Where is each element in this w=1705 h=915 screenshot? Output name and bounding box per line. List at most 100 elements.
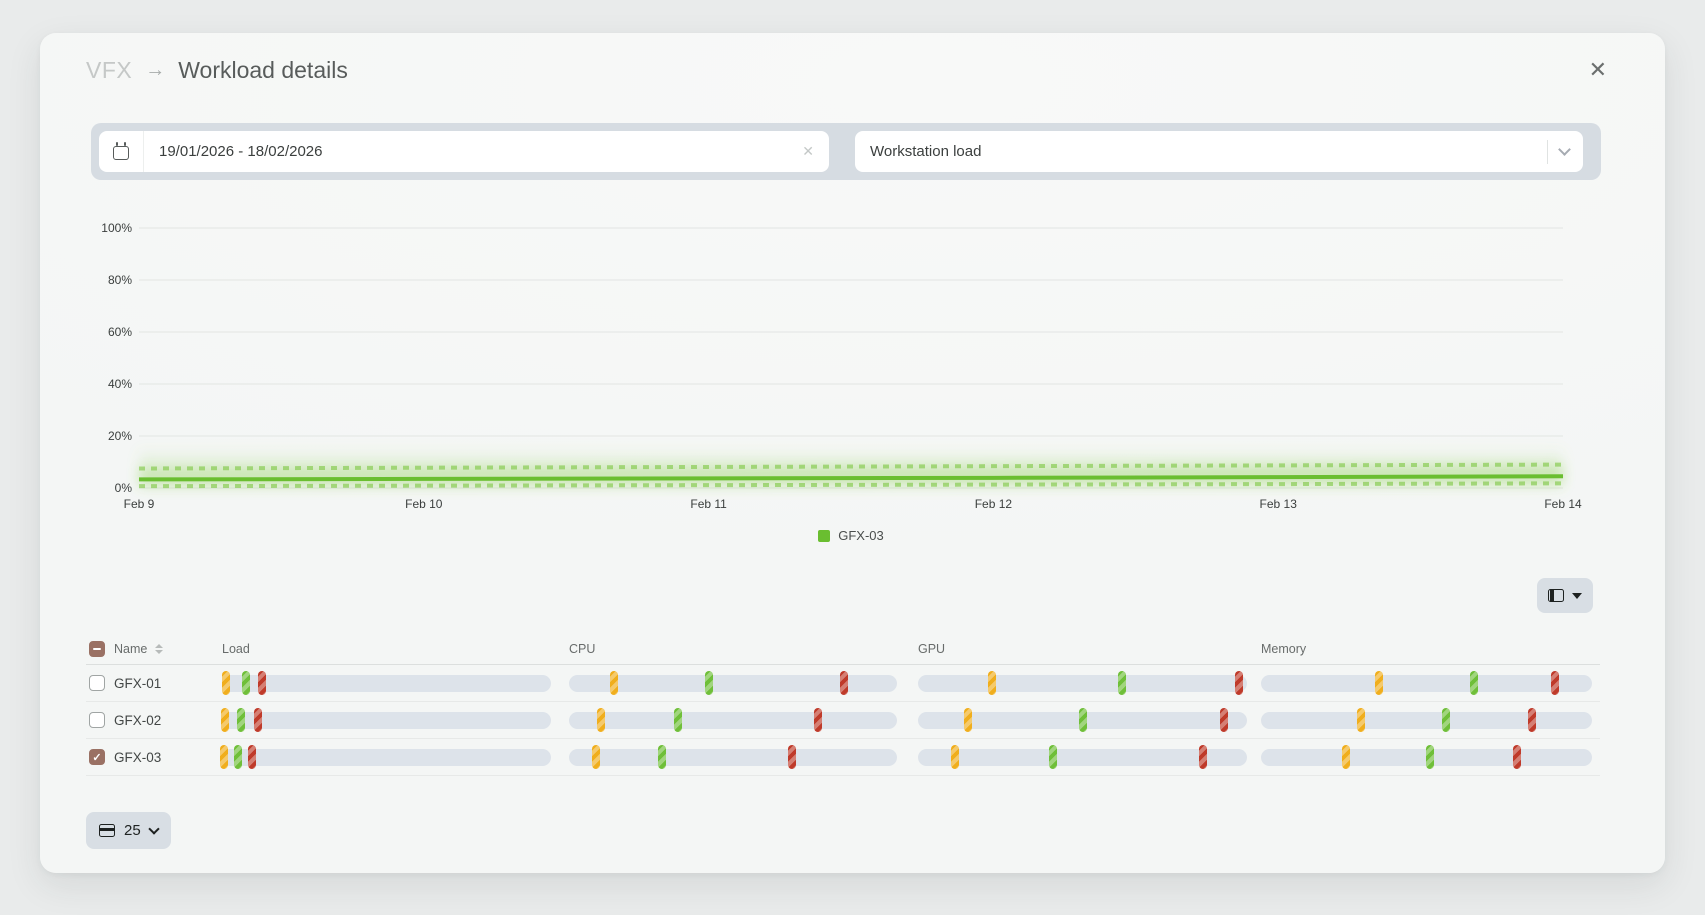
svg-text:40%: 40% <box>108 377 132 391</box>
workload-line-chart: 0% 20% 40% 60% 80% 100% Feb 9 Feb 10 Feb 11 Feb 1… <box>101 221 1582 511</box>
close-icon[interactable]: ✕ <box>1588 57 1607 82</box>
gpu-marker-low <box>951 745 960 769</box>
svg-text:20%: 20% <box>108 429 132 443</box>
memory-marker-high <box>1528 708 1537 732</box>
table-row: GFX-02 <box>86 702 1600 739</box>
load-marker-low <box>220 708 229 732</box>
load-cell <box>221 671 569 695</box>
clear-date-icon[interactable]: ✕ <box>802 143 814 159</box>
svg-text:Feb 9: Feb 9 <box>124 497 155 511</box>
memory-marker-mid <box>1442 708 1451 732</box>
breadcrumb-root[interactable]: VFX <box>86 57 133 83</box>
memory-marker-low <box>1374 671 1383 695</box>
column-settings-button[interactable] <box>1537 578 1593 613</box>
row-name: GFX-03 <box>114 749 162 765</box>
gpu-cell <box>918 745 1261 769</box>
gpu-marker-mid <box>1079 708 1088 732</box>
table-row: GFX-01 <box>86 665 1600 702</box>
cpu-marker-low <box>591 745 600 769</box>
load-marker-low <box>221 671 230 695</box>
load-marker-mid <box>237 708 246 732</box>
columns-icon <box>1548 589 1564 602</box>
svg-text:Feb 11: Feb 11 <box>690 497 727 511</box>
date-range-value[interactable]: 19/01/2026 - 18/02/2026 <box>159 143 323 160</box>
table-header-row: Name Load CPU GPU Memory <box>86 634 1600 665</box>
memory-cell <box>1261 708 1600 732</box>
load-cell <box>220 708 569 732</box>
row-name: GFX-01 <box>114 675 162 691</box>
gpu-marker-low <box>988 671 997 695</box>
name-header-label: Name <box>114 642 148 656</box>
table-body: GFX-01 GFX-02 GFX-03 <box>86 665 1600 776</box>
cpu-marker-high <box>813 708 822 732</box>
gpu-cell <box>918 671 1261 695</box>
memory-bar <box>1261 745 1592 769</box>
column-header-load: Load <box>222 642 250 656</box>
svg-text:0%: 0% <box>115 481 133 495</box>
cpu-bar <box>569 708 897 732</box>
page-title: Workload details <box>178 57 348 83</box>
metric-select[interactable]: Workstation load <box>855 131 1583 172</box>
memory-marker-low <box>1356 708 1365 732</box>
page-size-value: 25 <box>124 822 141 839</box>
cpu-marker-low <box>597 708 606 732</box>
workload-details-modal: VFX → Workload details ✕ 19/01/2026 - 18… <box>40 33 1665 873</box>
memory-marker-high <box>1550 671 1559 695</box>
sort-icon[interactable] <box>155 643 164 655</box>
chevron-down-icon[interactable] <box>1558 143 1571 156</box>
cpu-marker-high <box>788 745 797 769</box>
cpu-marker-mid <box>673 708 682 732</box>
calendar-icon <box>113 141 129 160</box>
svg-text:Feb 10: Feb 10 <box>405 497 443 511</box>
memory-bar <box>1261 671 1592 695</box>
legend-label[interactable]: GFX-03 <box>838 528 884 543</box>
cpu-cell <box>569 708 918 732</box>
metric-select-value[interactable]: Workstation load <box>870 143 982 160</box>
memory-cell <box>1261 745 1600 769</box>
gpu-bar <box>918 671 1247 695</box>
select-divider <box>1547 139 1548 164</box>
load-marker-high <box>248 745 257 769</box>
row-checkbox[interactable] <box>89 749 105 765</box>
svg-text:Feb 12: Feb 12 <box>975 497 1013 511</box>
gpu-marker-low <box>964 708 972 732</box>
cpu-marker-mid <box>658 745 667 769</box>
load-marker-high <box>258 671 267 695</box>
table-row: GFX-03 <box>86 739 1600 776</box>
page-size-selector[interactable]: 25 <box>86 812 171 849</box>
svg-text:100%: 100% <box>101 221 132 235</box>
cpu-bar <box>569 671 897 695</box>
memory-marker-mid <box>1470 671 1479 695</box>
load-marker-mid <box>242 671 251 695</box>
row-select-cell <box>89 749 114 765</box>
memory-cell <box>1261 671 1600 695</box>
date-range-input[interactable]: 19/01/2026 - 18/02/2026 ✕ <box>99 131 829 172</box>
svg-text:Feb 13: Feb 13 <box>1260 497 1298 511</box>
cpu-cell <box>569 745 918 769</box>
calendar-icon-box[interactable] <box>99 131 144 172</box>
load-cell <box>219 745 569 769</box>
load-bar <box>221 671 551 695</box>
gpu-marker-high <box>1235 671 1244 695</box>
cpu-marker-high <box>839 671 848 695</box>
load-bar <box>219 745 551 769</box>
load-bar <box>220 708 551 732</box>
row-checkbox[interactable] <box>89 712 105 728</box>
row-checkbox[interactable] <box>89 675 105 691</box>
gpu-marker-high <box>1219 708 1228 732</box>
row-name: GFX-02 <box>114 712 162 728</box>
svg-text:Feb 14: Feb 14 <box>1544 497 1582 511</box>
memory-marker-high <box>1512 745 1521 769</box>
memory-bar <box>1261 708 1592 732</box>
gpu-marker-mid <box>1048 745 1057 769</box>
column-header-name[interactable]: Name <box>114 642 222 656</box>
gpu-marker-mid <box>1117 671 1126 695</box>
select-all-checkbox[interactable] <box>89 641 105 657</box>
cpu-marker-mid <box>705 671 714 695</box>
row-select-cell <box>89 675 114 691</box>
filter-bar: 19/01/2026 - 18/02/2026 ✕ Workstation lo… <box>91 123 1601 180</box>
svg-text:80%: 80% <box>108 273 132 287</box>
caret-down-icon <box>1572 592 1582 599</box>
load-marker-high <box>254 708 263 732</box>
legend-swatch-icon <box>818 529 831 542</box>
